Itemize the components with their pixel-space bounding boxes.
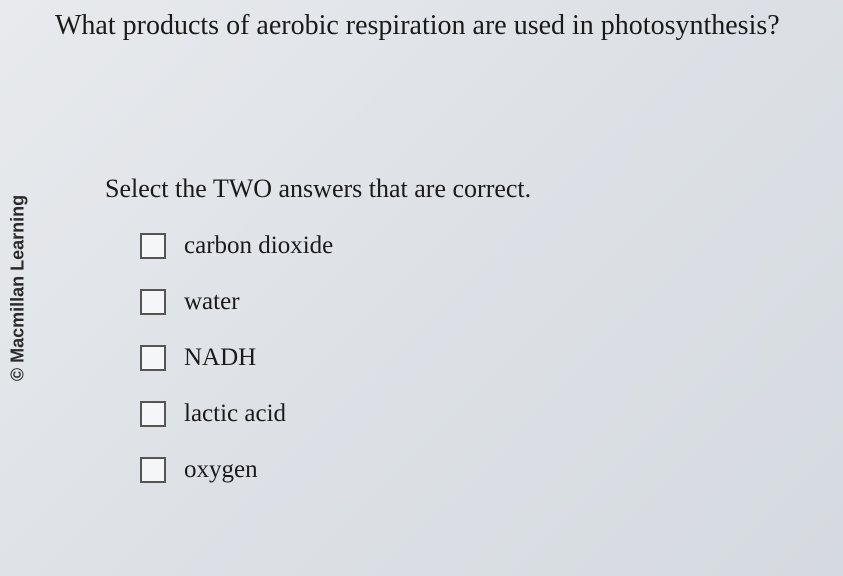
option-row: lactic acid (140, 400, 803, 428)
question-text: What products of aerobic respiration are… (55, 8, 803, 44)
option-label: water (184, 288, 240, 316)
instruction-text: Select the TWO answers that are correct. (105, 174, 803, 204)
copyright-text: © Macmillan Learning (8, 178, 29, 398)
options-list: carbon dioxide water NADH lactic acid ox… (140, 232, 803, 484)
option-row: NADH (140, 344, 803, 372)
checkbox-oxygen[interactable] (140, 457, 166, 483)
option-row: carbon dioxide (140, 232, 803, 260)
option-row: water (140, 288, 803, 316)
checkbox-carbon-dioxide[interactable] (140, 233, 166, 259)
checkbox-nadh[interactable] (140, 345, 166, 371)
option-label: oxygen (184, 456, 258, 484)
checkbox-lactic-acid[interactable] (140, 401, 166, 427)
checkbox-water[interactable] (140, 289, 166, 315)
quiz-content: What products of aerobic respiration are… (0, 0, 843, 532)
option-label: lactic acid (184, 400, 286, 428)
option-row: oxygen (140, 456, 803, 484)
option-label: NADH (184, 344, 256, 372)
option-label: carbon dioxide (184, 232, 333, 260)
